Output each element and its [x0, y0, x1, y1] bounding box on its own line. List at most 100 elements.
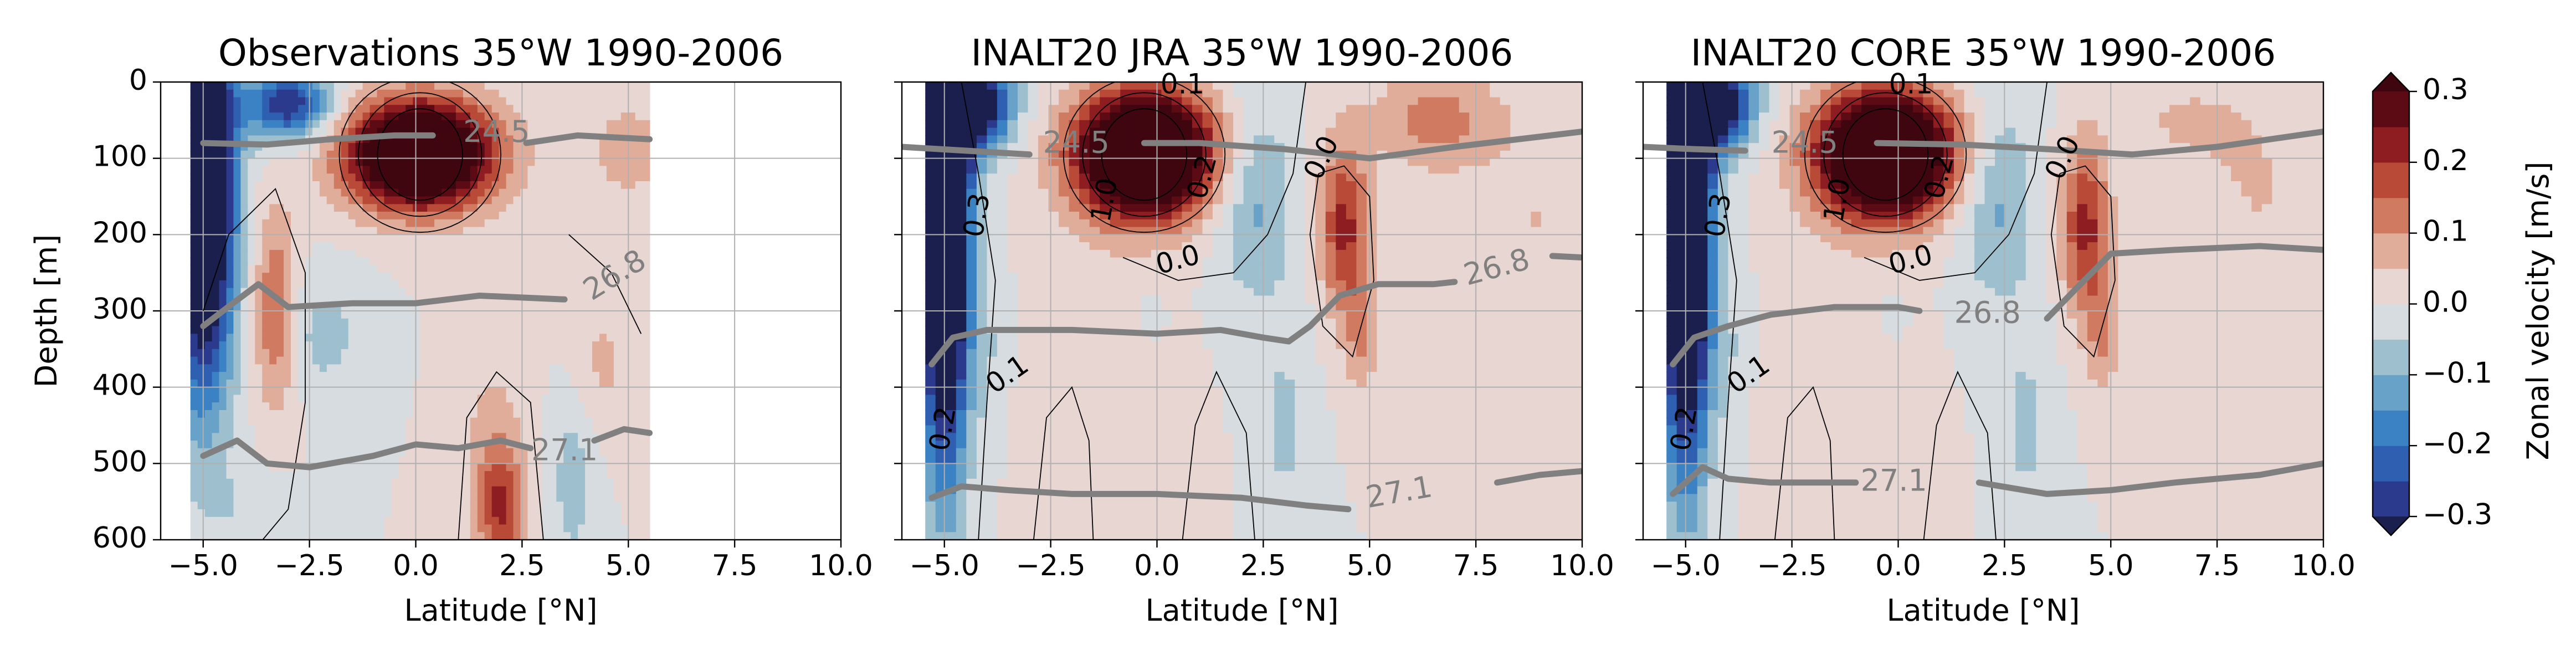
field-cell [592, 349, 600, 357]
field-cell [226, 112, 234, 121]
field-cell [233, 181, 242, 190]
field-cell [535, 478, 543, 487]
field-cell [535, 273, 543, 281]
field-cell [477, 97, 485, 106]
field-cell [506, 120, 514, 129]
field-cell [1007, 188, 1018, 197]
field-cell [333, 188, 342, 197]
field-cell [1059, 463, 1070, 472]
field-cell [1079, 150, 1090, 159]
field-cell [420, 265, 428, 273]
field-cell [348, 82, 356, 90]
field-cell [212, 494, 220, 502]
field-cell [571, 82, 578, 90]
field-cell [642, 204, 650, 212]
field-cell [398, 318, 407, 327]
field-cell [956, 204, 967, 212]
field-cell [549, 242, 557, 250]
field-cell [513, 524, 521, 533]
field-cell [449, 456, 456, 464]
field-cell [226, 502, 234, 510]
field-cell [333, 89, 342, 98]
field-cell [255, 120, 263, 129]
field-cell [391, 364, 399, 372]
field-cell [291, 150, 299, 159]
field-cell [384, 441, 392, 449]
field-cell [298, 311, 306, 319]
field-cell [1059, 288, 1070, 296]
field-cell [240, 349, 249, 357]
field-cell [925, 212, 936, 220]
field-cell [420, 288, 428, 296]
field-cell [398, 227, 407, 236]
field-cell [1048, 456, 1059, 464]
field-cell [956, 89, 967, 98]
field-cell [477, 494, 485, 502]
field-cell [240, 273, 249, 281]
field-cell [642, 334, 650, 342]
field-cell [455, 494, 464, 502]
field-cell [391, 417, 399, 426]
field-cell [549, 379, 557, 388]
field-cell [370, 273, 378, 281]
field-cell [1079, 441, 1090, 449]
field-cell [248, 158, 256, 167]
field-cell [427, 326, 435, 335]
field-cell [585, 486, 593, 495]
field-cell [1007, 341, 1018, 350]
field-cell [233, 89, 242, 98]
field-cell [312, 441, 320, 449]
field-cell [276, 387, 284, 396]
field-cell [976, 295, 988, 304]
field-cell [477, 280, 485, 289]
field-cell [319, 288, 327, 296]
field-cell [319, 227, 327, 236]
field-cell [1089, 471, 1100, 479]
field-cell [549, 143, 557, 151]
field-cell [635, 471, 643, 479]
field-cell [1110, 105, 1121, 113]
field-cell [571, 402, 578, 411]
field-cell [442, 471, 449, 479]
field-cell [642, 158, 650, 167]
field-cell [348, 127, 356, 136]
field-cell [442, 212, 449, 220]
field-cell [240, 204, 249, 212]
field-cell [613, 150, 622, 159]
field-cell [925, 433, 936, 441]
field-cell [513, 120, 521, 129]
field-cell [420, 234, 428, 243]
field-cell [470, 486, 478, 495]
field-cell [635, 212, 643, 220]
field-cell [976, 158, 988, 167]
field-cell [362, 417, 371, 426]
field-cell [269, 219, 277, 228]
field-cell [628, 516, 636, 525]
field-cell [563, 242, 571, 250]
field-cell [204, 105, 213, 113]
field-cell [549, 82, 557, 90]
field-cell [1100, 395, 1111, 403]
field-cell [333, 196, 342, 205]
field-cell [284, 441, 291, 449]
field-cell [212, 188, 220, 197]
field-cell [255, 234, 263, 243]
field-cell [1028, 494, 1039, 502]
field-cell [563, 143, 571, 151]
field-cell [599, 227, 607, 236]
field-cell [606, 532, 614, 540]
field-cell [348, 143, 356, 151]
field-cell [513, 341, 521, 350]
field-cell [542, 273, 550, 281]
field-cell [1038, 417, 1049, 426]
field-cell [563, 326, 571, 335]
field-cell [535, 326, 543, 335]
field-cell [499, 273, 507, 281]
field-cell [1007, 196, 1018, 205]
field-cell [578, 516, 586, 525]
field-cell [642, 463, 650, 472]
field-cell [513, 478, 521, 487]
field-cell [449, 158, 456, 167]
field-cell [420, 387, 428, 396]
field-cell [355, 196, 363, 205]
